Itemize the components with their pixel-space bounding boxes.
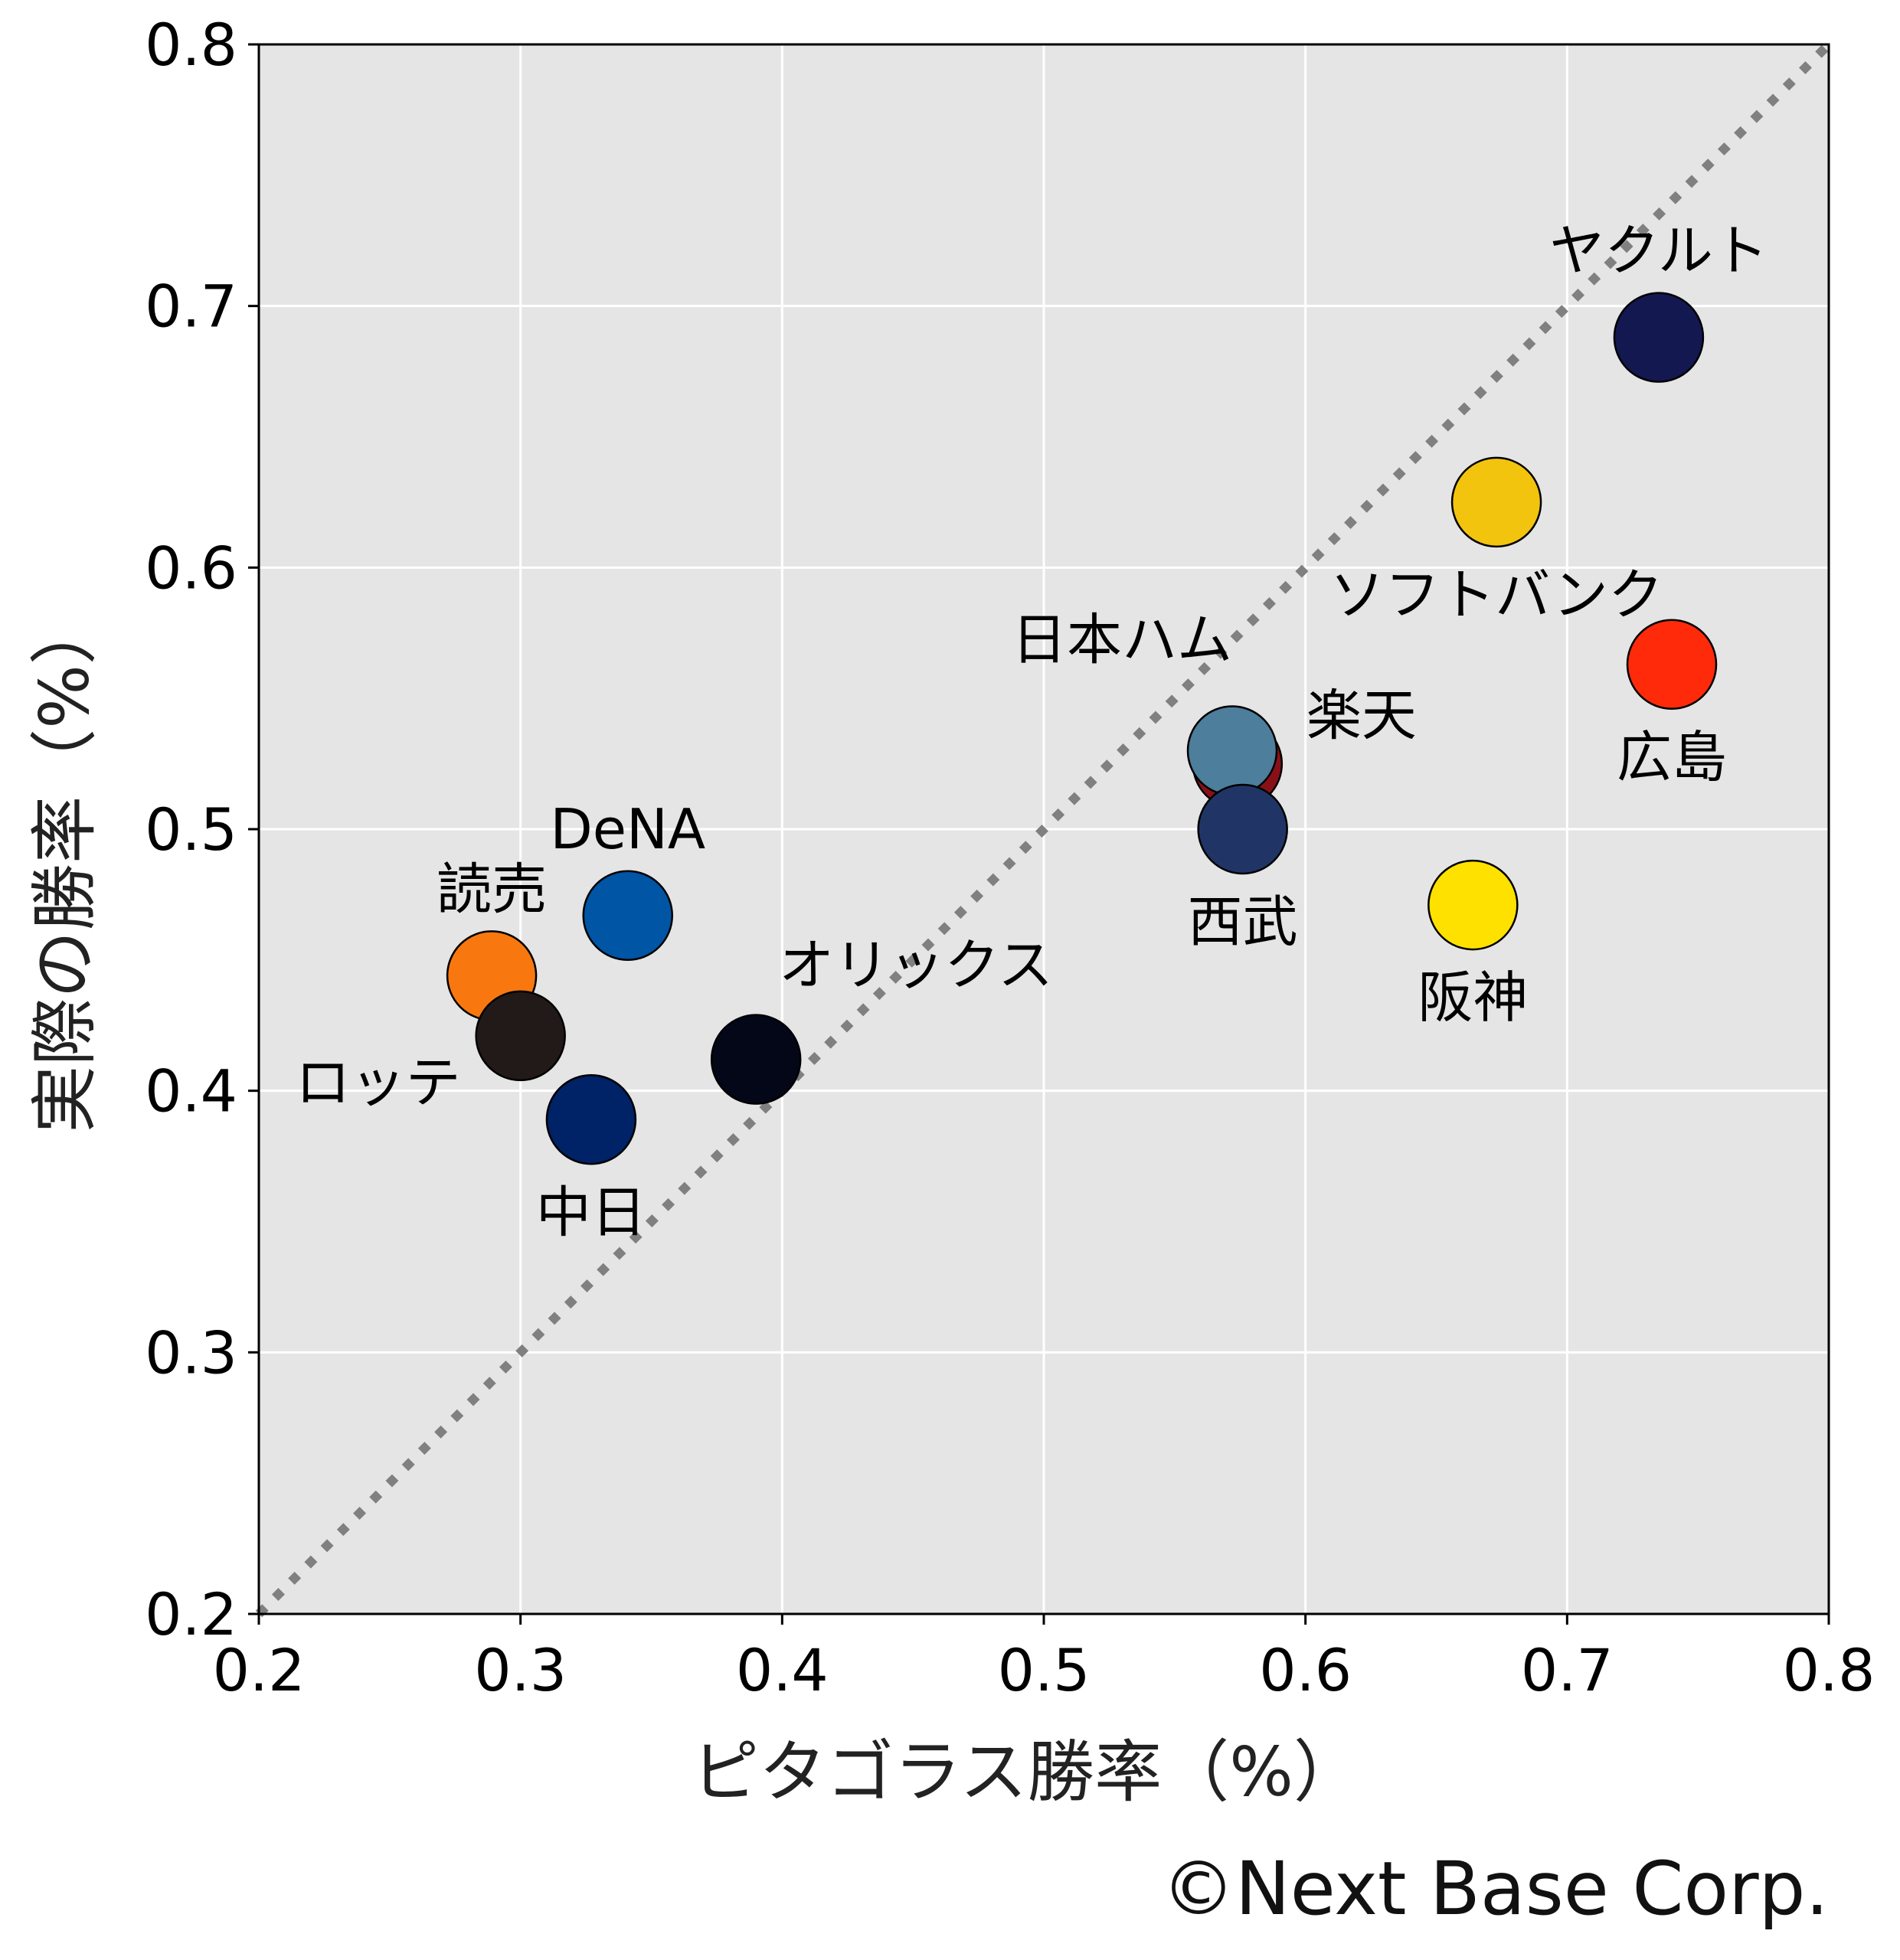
y-tick-label: 0.8 bbox=[145, 11, 237, 79]
point-label: 日本ハム bbox=[1012, 608, 1232, 672]
x-axis-label: ピタゴラス勝率（%） bbox=[692, 1733, 1361, 1811]
diagonal-reference-line bbox=[255, 41, 1833, 1618]
point-label: ヤクルト bbox=[1549, 219, 1768, 283]
data-point bbox=[1197, 783, 1288, 875]
y-tick-label: 0.4 bbox=[145, 1057, 237, 1125]
point-label: 中日 bbox=[536, 1180, 646, 1244]
data-point bbox=[1186, 705, 1278, 796]
data-point bbox=[1626, 619, 1718, 710]
copyright-text: ©Next Base Corp. bbox=[1162, 1846, 1829, 1932]
point-label: オリックス bbox=[779, 933, 1053, 998]
data-point bbox=[710, 1014, 802, 1105]
y-tick-label: 0.7 bbox=[145, 273, 237, 341]
point-label: 楽天 bbox=[1306, 684, 1417, 748]
point-label: ロッテ bbox=[296, 1050, 461, 1115]
x-tick-label: 0.4 bbox=[736, 1636, 829, 1704]
x-tick-label: 0.3 bbox=[474, 1636, 567, 1704]
data-point bbox=[1427, 859, 1519, 951]
x-tick-label: 0.7 bbox=[1521, 1636, 1614, 1704]
point-label: DeNA bbox=[550, 797, 705, 861]
reference-line bbox=[255, 41, 1833, 1618]
x-tick-label: 0.6 bbox=[1259, 1636, 1352, 1704]
x-tick-label: 0.8 bbox=[1783, 1636, 1875, 1704]
y-tick-label: 0.6 bbox=[145, 534, 237, 602]
data-point bbox=[545, 1074, 637, 1165]
axis-ticks: 0.2 0.3 0.4 0.5 0.6 0.7 0.8 0.2 0.3 0.4 0.5 0.6 0.7 0… bbox=[145, 11, 1875, 1704]
y-axis-label: 実際の勝率（%） bbox=[25, 597, 104, 1133]
x-tick-label: 0.2 bbox=[213, 1636, 306, 1704]
y-tick-label: 0.3 bbox=[145, 1318, 237, 1387]
data-point bbox=[1613, 292, 1705, 383]
point-label: ソフトバンク bbox=[1329, 563, 1663, 627]
x-tick-label: 0.5 bbox=[998, 1636, 1091, 1704]
point-label: 広島 bbox=[1617, 725, 1727, 789]
point-label: 阪神 bbox=[1418, 965, 1528, 1030]
point-label: 西武 bbox=[1188, 890, 1298, 954]
point-label: 読売 bbox=[437, 857, 547, 921]
y-tick-label: 0.2 bbox=[145, 1580, 237, 1648]
data-point bbox=[582, 870, 673, 961]
y-tick-label: 0.5 bbox=[145, 795, 237, 864]
data-point bbox=[475, 990, 566, 1082]
data-point bbox=[1450, 456, 1542, 548]
